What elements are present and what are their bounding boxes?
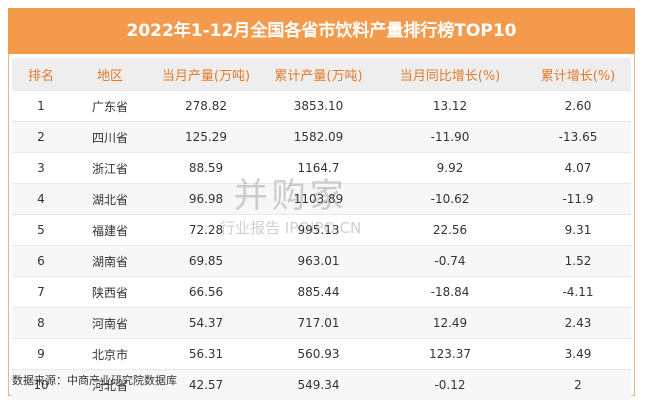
table-cell: 1582.09 [262, 121, 375, 153]
table-cell: 4 [12, 183, 70, 215]
table-cell: -4.11 [525, 276, 631, 308]
table-cell: 3 [12, 152, 70, 184]
table-cell: -13.65 [525, 121, 631, 153]
table-cell: 560.93 [262, 338, 375, 370]
column-header: 排名 [12, 58, 70, 91]
table-row: 1 广东省 278.82 3853.10 13.12 2.60 [12, 90, 631, 122]
table-cell: 2 [12, 121, 70, 153]
table-cell: 2 [525, 369, 631, 400]
table-cell: -0.12 [375, 369, 525, 400]
table-cell: 陕西省 [70, 276, 150, 308]
table-cell: 1164.7 [262, 152, 375, 184]
table-cell: 9.92 [375, 152, 525, 184]
table-row: 8 河南省 54.37 717.01 12.49 2.43 [12, 307, 631, 339]
table-body: 1 广东省 278.82 3853.10 13.12 2.60 2 四川省 125.29 1582… [12, 90, 631, 400]
table-row: 3 浙江省 88.59 1164.7 9.92 4.07 [12, 152, 631, 184]
table-cell: 995.13 [262, 214, 375, 246]
table-cell: 9 [12, 338, 70, 370]
table-cell: 8 [12, 307, 70, 339]
table-cell: 69.85 [150, 245, 262, 277]
table-cell: 66.56 [150, 276, 262, 308]
table-cell: 123.37 [375, 338, 525, 370]
table-cell: 2.60 [525, 90, 631, 122]
table-cell: 885.44 [262, 276, 375, 308]
column-header: 当月产量(万吨) [150, 58, 262, 91]
table-cell: 72.28 [150, 214, 262, 246]
table-cell: 88.59 [150, 152, 262, 184]
table-cell: 278.82 [150, 90, 262, 122]
table-cell: -11.90 [375, 121, 525, 153]
table-cell: 3853.10 [262, 90, 375, 122]
table-cell: 717.01 [262, 307, 375, 339]
table-cell: 1103.89 [262, 183, 375, 215]
table-cell: 9.31 [525, 214, 631, 246]
table-cell: 549.34 [262, 369, 375, 400]
source: 数据来源：中商产业研究院数据库 [12, 374, 177, 387]
table-cell: 7 [12, 276, 70, 308]
table-cell: 12.49 [375, 307, 525, 339]
table-row: 4 湖北省 96.98 1103.89 -10.62 -11.9 [12, 183, 631, 215]
table-cell: 1.52 [525, 245, 631, 277]
table-row: 7 陕西省 66.56 885.44 -18.84 -4.11 [12, 276, 631, 308]
table-cell: 四川省 [70, 121, 150, 153]
table-row: 9 北京市 56.31 560.93 123.37 3.49 [12, 338, 631, 370]
table-cell: 6 [12, 245, 70, 277]
column-header: 地区 [70, 58, 150, 91]
table-cell: -18.84 [375, 276, 525, 308]
table-cell: 1 [12, 90, 70, 122]
table-cell: 3.49 [525, 338, 631, 370]
column-header: 累计增长(%) [525, 58, 631, 91]
table-cell: 湖南省 [70, 245, 150, 277]
table-cell: 北京市 [70, 338, 150, 370]
table-cell: 2.43 [525, 307, 631, 339]
table-cell: 4.07 [525, 152, 631, 184]
table-cell: 42.57 [150, 369, 262, 400]
table-cell: -11.9 [525, 183, 631, 215]
table-cell: 10 [12, 369, 70, 400]
table-cell: 96.98 [150, 183, 262, 215]
table-cell: 湖北省 [70, 183, 150, 215]
column-header: 累计产量(万吨) [262, 58, 375, 91]
table: 排名 地区 当月产量(万吨) 累计产量(万吨) 当月同比增长(%) 累计增长(%) 1 广东… [12, 58, 631, 400]
table-cell: 13.12 [375, 90, 525, 122]
table-cell: 河南省 [70, 307, 150, 339]
column-header: 当月同比增长(%) [375, 58, 525, 91]
table-cell: 54.37 [150, 307, 262, 339]
table-cell: 56.31 [150, 338, 262, 370]
table-cell: 5 [12, 214, 70, 246]
title: 2022年1-12月全国各省市饮料产量排行榜TOP10 [8, 8, 635, 54]
table-cell: -10.62 [375, 183, 525, 215]
header-row: 排名 地区 当月产量(万吨) 累计产量(万吨) 当月同比增长(%) 累计增长(%) [12, 58, 631, 91]
table-row: 10 河北省 42.57 549.34 -0.12 2 [12, 369, 631, 400]
table-cell: 963.01 [262, 245, 375, 277]
table-row: 5 福建省 72.28 995.13 22.56 9.31 [12, 214, 631, 246]
table-cell: -0.74 [375, 245, 525, 277]
table-cell: 广东省 [70, 90, 150, 122]
table-cell: 125.29 [150, 121, 262, 153]
table-cell: 河北省 [70, 369, 150, 400]
table-row: 6 湖南省 69.85 963.01 -0.74 1.52 [12, 245, 631, 277]
table-row: 2 四川省 125.29 1582.09 -11.90 -13.65 [12, 121, 631, 153]
table-cell: 22.56 [375, 214, 525, 246]
table-cell: 福建省 [70, 214, 150, 246]
table-cell: 浙江省 [70, 152, 150, 184]
